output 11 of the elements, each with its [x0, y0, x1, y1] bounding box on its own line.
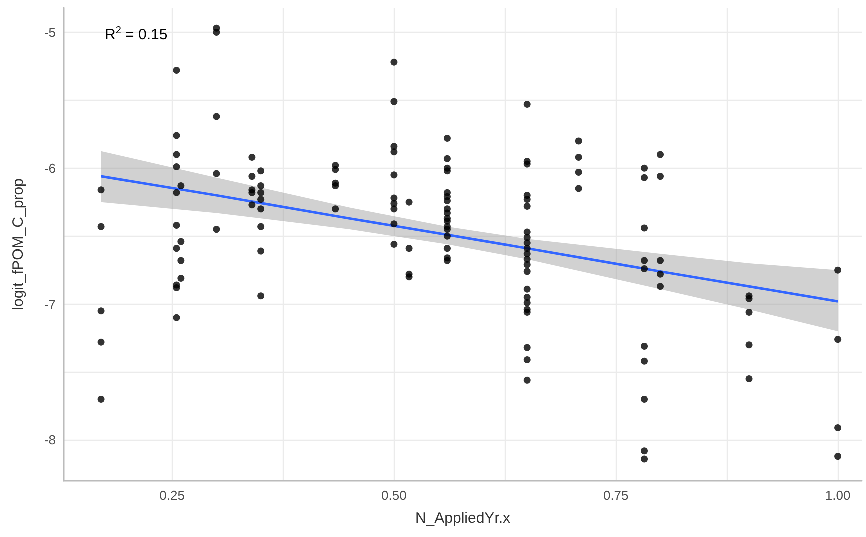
y-tick-label: -6 [44, 160, 56, 176]
text: 0.50 [382, 488, 407, 503]
y-tick-label: -5 [44, 24, 56, 40]
y-axis-title: logit_fPOM_C_prop [10, 178, 27, 310]
y-tick-label: -8 [44, 432, 56, 448]
x-tick-label: 1.00 [825, 488, 851, 503]
x-tick-label: 0.25 [160, 488, 185, 503]
x-tick-label: 0.75 [603, 488, 629, 503]
y-tick-label: -7 [44, 296, 56, 312]
x-axis-title: N_AppliedYr.x [415, 510, 512, 527]
line-series [100, 175, 840, 303]
